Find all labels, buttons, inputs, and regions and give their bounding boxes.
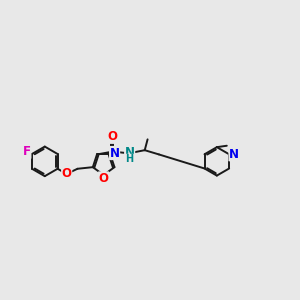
- Text: N: N: [229, 148, 239, 161]
- Text: N: N: [125, 146, 135, 159]
- Text: O: O: [62, 167, 72, 180]
- Text: F: F: [23, 145, 31, 158]
- Text: N: N: [110, 146, 120, 160]
- Text: O: O: [99, 172, 109, 185]
- Text: H: H: [126, 154, 134, 164]
- Text: O: O: [108, 130, 118, 143]
